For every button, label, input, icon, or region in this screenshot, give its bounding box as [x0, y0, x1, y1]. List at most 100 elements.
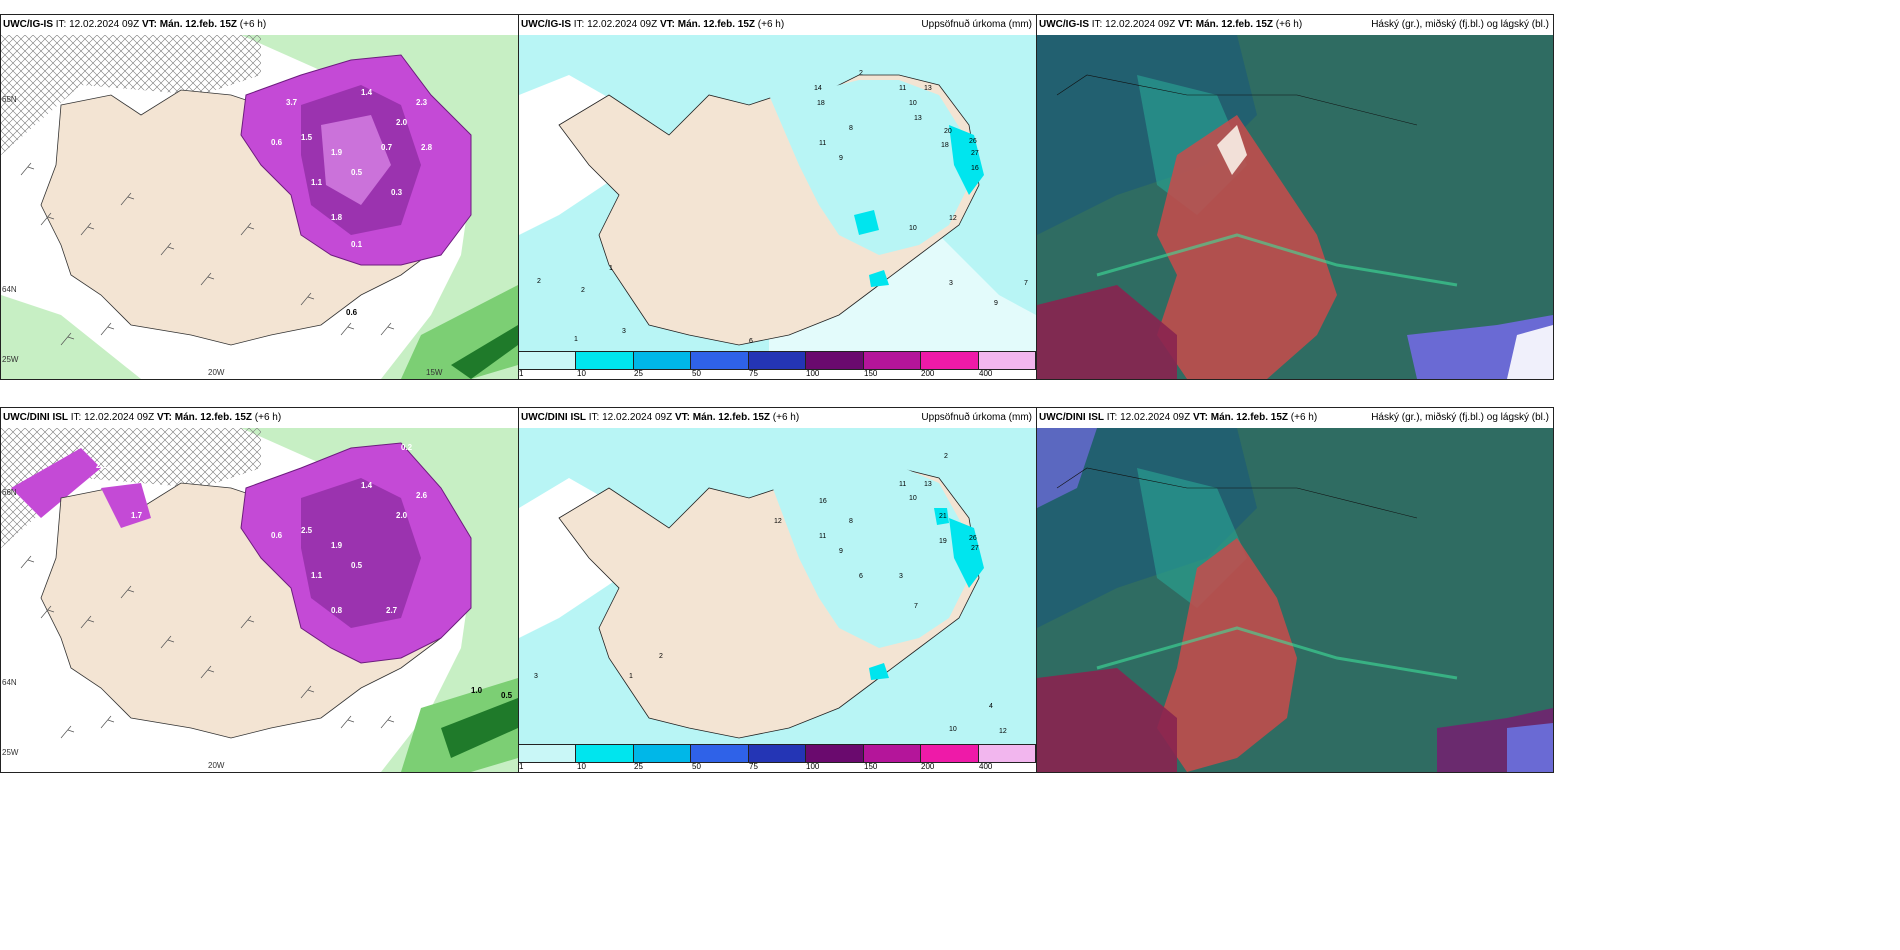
panel-bottom-precip: UWC/DINI ISL IT: 12.02.2024 09Z VT: Mán.…	[518, 407, 1037, 773]
legend-tick: 25	[634, 762, 643, 771]
snow-wind-map: 2.1 1.4 2.0 1.7 2.5 0.5 1.9 2.6 0.8 1.1 …	[1, 428, 518, 772]
svg-text:26: 26	[969, 535, 977, 542]
legend-swatch	[806, 745, 864, 762]
lon-label: 20W	[208, 761, 225, 770]
legend-tick: 75	[749, 762, 758, 771]
svg-text:2.0: 2.0	[396, 118, 408, 127]
svg-text:11: 11	[819, 140, 826, 147]
panel-bottom-snow-wind: UWC/DINI ISL IT: 12.02.2024 09Z VT: Mán.…	[0, 407, 519, 773]
svg-text:9: 9	[839, 155, 843, 162]
panel-title: Háský (gr.), miðský (fj.bl.) og lágský (…	[1371, 412, 1549, 423]
svg-text:27: 27	[971, 545, 979, 552]
svg-text:3: 3	[899, 573, 903, 580]
legend-tick: 25	[634, 369, 643, 378]
panel-header: UWC/IG-IS IT: 12.02.2024 09Z VT: Mán. 12…	[3, 19, 267, 30]
svg-text:1.4: 1.4	[361, 88, 373, 97]
svg-text:19: 19	[939, 538, 947, 545]
svg-text:3: 3	[622, 328, 626, 335]
legend-swatch	[863, 352, 922, 369]
legend-tick: 150	[864, 369, 878, 378]
hatch-area	[1, 35, 261, 155]
svg-text:26: 26	[969, 138, 977, 145]
svg-text:3.7: 3.7	[286, 98, 298, 107]
legend-tick: 10	[577, 762, 586, 771]
svg-text:0.5: 0.5	[501, 691, 513, 700]
legend-ticks: 1 10 25 50 75 100 150 200 400	[519, 368, 1036, 379]
svg-text:21: 21	[939, 513, 947, 520]
legend-tick: 75	[749, 369, 758, 378]
cloud-red-area	[1157, 115, 1337, 379]
svg-text:0.2: 0.2	[401, 443, 413, 452]
svg-text:4: 4	[989, 703, 993, 710]
svg-text:0.6: 0.6	[271, 138, 283, 147]
svg-text:1.0: 1.0	[471, 686, 483, 695]
svg-text:12: 12	[999, 728, 1007, 735]
lat-label: 66N	[2, 488, 17, 497]
svg-text:6: 6	[859, 573, 863, 580]
panel-top-snow-wind: UWC/IG-IS IT: 12.02.2024 09Z VT: Mán. 12…	[0, 14, 519, 380]
svg-text:2: 2	[581, 287, 585, 294]
svg-text:9: 9	[994, 300, 998, 307]
svg-text:13: 13	[914, 115, 922, 122]
legend-swatch	[633, 352, 692, 369]
cloud-map	[1037, 35, 1553, 379]
svg-text:11: 11	[899, 85, 906, 92]
legend-tick: 100	[806, 762, 820, 771]
legend-tick: 400	[979, 762, 993, 771]
legend-swatch	[978, 745, 1036, 762]
legend-tick: 50	[692, 369, 701, 378]
lon-label: 15W	[426, 368, 443, 377]
svg-text:1.5: 1.5	[301, 133, 313, 142]
legend-swatch	[748, 352, 807, 369]
svg-text:2.5: 2.5	[301, 526, 313, 535]
svg-text:0.7: 0.7	[381, 143, 393, 152]
lon-label: 20W	[208, 368, 225, 377]
svg-text:18: 18	[941, 142, 949, 149]
legend-swatch	[519, 745, 577, 762]
svg-text:14: 14	[814, 85, 822, 92]
svg-text:0.6: 0.6	[271, 531, 283, 540]
svg-text:1.1: 1.1	[311, 571, 323, 580]
lon-label: 25W	[2, 355, 19, 364]
svg-text:1: 1	[609, 265, 613, 272]
panel-header: UWC/DINI ISL IT: 12.02.2024 09Z VT: Mán.…	[3, 412, 282, 423]
legend-swatch	[691, 352, 749, 369]
svg-text:2: 2	[537, 278, 541, 285]
legend-swatch	[691, 745, 749, 762]
svg-text:1.4: 1.4	[361, 481, 373, 490]
legend-tick: 1	[519, 762, 524, 771]
svg-text:8: 8	[849, 518, 853, 525]
panel-title: Uppsöfnuð úrkoma (mm)	[921, 412, 1032, 423]
svg-text:1.9: 1.9	[331, 541, 343, 550]
legend-swatch	[978, 352, 1036, 369]
svg-text:2.0: 2.0	[396, 511, 408, 520]
svg-text:11: 11	[819, 533, 826, 540]
svg-text:10: 10	[909, 225, 917, 232]
legend-ticks: 1 10 25 50 75 100 150 200 400	[519, 761, 1036, 772]
legend-swatch	[576, 352, 634, 369]
precip-legend: 1 10 25 50 75 100 150 200 400	[519, 744, 1036, 772]
legend-swatch	[921, 745, 979, 762]
panel-bottom-clouds: UWC/DINI ISL IT: 12.02.2024 09Z VT: Mán.…	[1036, 407, 1554, 773]
svg-text:13: 13	[924, 481, 932, 488]
svg-text:0.3: 0.3	[391, 188, 403, 197]
svg-text:2.1: 2.1	[96, 461, 108, 470]
svg-text:7: 7	[914, 603, 918, 610]
svg-text:0.8: 0.8	[331, 606, 343, 615]
cloud-map	[1037, 428, 1553, 772]
svg-text:12: 12	[949, 215, 957, 222]
svg-text:7: 7	[1024, 280, 1028, 287]
legend-swatch	[806, 352, 864, 369]
lat-label: 64N	[2, 285, 17, 294]
legend-swatch	[519, 352, 577, 369]
svg-text:1: 1	[629, 673, 633, 680]
legend-swatch	[863, 745, 922, 762]
svg-text:16: 16	[819, 498, 827, 505]
lat-label: 65N	[2, 95, 17, 104]
svg-text:0.5: 0.5	[351, 168, 363, 177]
svg-text:10: 10	[909, 495, 917, 502]
precip-map: 2 11 10 13 13 14 18 20 18 26 27 16 11 9 …	[519, 35, 1036, 353]
legend-swatch	[576, 745, 634, 762]
svg-text:2.6: 2.6	[416, 491, 428, 500]
panel-title: Uppsöfnuð úrkoma (mm)	[921, 19, 1032, 30]
